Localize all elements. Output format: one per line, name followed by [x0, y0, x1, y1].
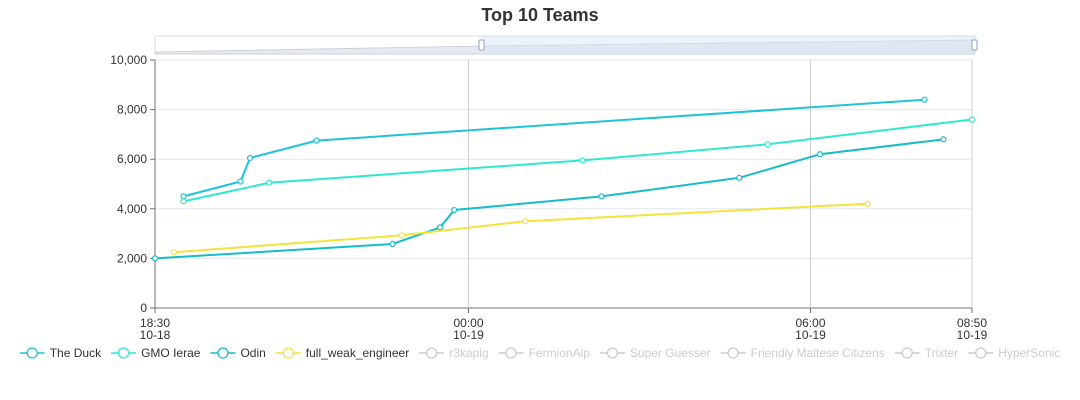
legend[interactable]: The Duck GMO Ierae Odin full_weak_engineer r… — [19, 346, 1061, 360]
datazoom-right-handle[interactable] — [971, 39, 978, 51]
x-tick-date: 10-19 — [957, 328, 988, 342]
series-line-3 — [173, 202, 868, 254]
data-point[interactable] — [764, 141, 771, 148]
y-tick-label: 10,000 — [110, 53, 147, 67]
legend-item[interactable]: GMO Ierae — [111, 346, 201, 360]
legend-item[interactable]: HyperSonic — [968, 346, 1060, 360]
data-point[interactable] — [170, 249, 178, 256]
x-tick-date: 10-19 — [453, 328, 484, 342]
data-point[interactable] — [180, 193, 187, 200]
legend-marker-icon — [727, 347, 739, 359]
data-point[interactable] — [598, 193, 605, 200]
data-point[interactable] — [522, 218, 529, 225]
legend-label: The Duck — [50, 346, 102, 360]
data-point[interactable] — [151, 255, 159, 262]
legend-item[interactable]: Super Guesser — [599, 346, 711, 360]
datazoom-selection[interactable] — [482, 36, 975, 54]
legend-marker-icon — [26, 347, 38, 359]
legend-item[interactable]: Friendly Maltese Citizens — [720, 346, 885, 360]
legend-item[interactable]: Odin — [210, 346, 266, 360]
legend-label: Super Guesser — [630, 346, 711, 360]
series-line-2 — [154, 138, 944, 260]
datazoom-left-handle[interactable] — [478, 39, 485, 51]
legend-marker-icon — [606, 347, 619, 359]
legend-marker-icon — [117, 347, 130, 359]
legend-label: Trixter — [925, 346, 959, 360]
legend-marker-icon — [901, 347, 913, 359]
x-tick-time: 18:30 — [140, 316, 170, 330]
x-tick-date: 10-19 — [795, 328, 826, 342]
data-point[interactable] — [816, 151, 824, 158]
legend-label: full_weak_engineer — [306, 346, 409, 360]
legend-label: HyperSonic — [998, 346, 1060, 360]
legend-marker-icon — [282, 347, 294, 359]
data-point[interactable] — [736, 174, 743, 181]
plot-series — [151, 96, 976, 262]
legend-item[interactable]: FermionAlp — [498, 346, 591, 360]
chart-title: Top 10 Teams — [481, 5, 598, 25]
data-point[interactable] — [246, 154, 254, 162]
y-tick-label: 6,000 — [117, 152, 147, 166]
legend-marker-icon — [505, 347, 517, 359]
x-tick-date: 10-18 — [140, 328, 171, 342]
datazoom-slider[interactable] — [154, 35, 978, 55]
data-point[interactable] — [265, 179, 273, 186]
data-point[interactable] — [398, 232, 406, 239]
legend-item[interactable]: The Duck — [19, 346, 102, 360]
data-point[interactable] — [313, 137, 320, 144]
data-point[interactable] — [940, 136, 947, 143]
y-tick-label: 8,000 — [117, 103, 147, 117]
data-point[interactable] — [389, 240, 396, 248]
legend-label: Odin — [240, 346, 265, 360]
legend-marker-icon — [426, 347, 438, 359]
data-point[interactable] — [921, 96, 928, 103]
y-tick-label: 2,000 — [117, 251, 147, 265]
series-line-1 — [183, 118, 973, 203]
legend-marker-icon — [975, 347, 987, 359]
legend-label: Friendly Maltese Citizens — [751, 346, 885, 360]
y-tick-label: 0 — [140, 301, 147, 315]
x-tick-time: 06:00 — [795, 316, 825, 330]
x-tick-time: 00:00 — [453, 316, 483, 330]
y-axis: 0 2,000 4,000 6,000 8,000 10,000 — [110, 53, 156, 315]
data-point[interactable] — [968, 116, 976, 123]
data-point[interactable] — [864, 200, 871, 207]
x-tick-time: 08:50 — [957, 316, 987, 330]
plot-grid — [154, 59, 973, 309]
legend-item[interactable]: full_weak_engineer — [275, 346, 409, 360]
legend-label: GMO Ierae — [141, 346, 201, 360]
legend-label: r3kapig — [449, 346, 488, 360]
data-point[interactable] — [436, 224, 444, 231]
legend-marker-icon — [217, 347, 229, 359]
legend-item[interactable]: r3kapig — [419, 346, 489, 360]
y-tick-label: 4,000 — [117, 202, 147, 216]
data-point[interactable] — [237, 178, 244, 185]
legend-label: FermionAlp — [529, 346, 591, 360]
data-point[interactable] — [451, 206, 458, 214]
data-point[interactable] — [579, 157, 586, 164]
data-point[interactable] — [180, 198, 187, 205]
legend-item[interactable]: Trixter — [894, 346, 959, 360]
